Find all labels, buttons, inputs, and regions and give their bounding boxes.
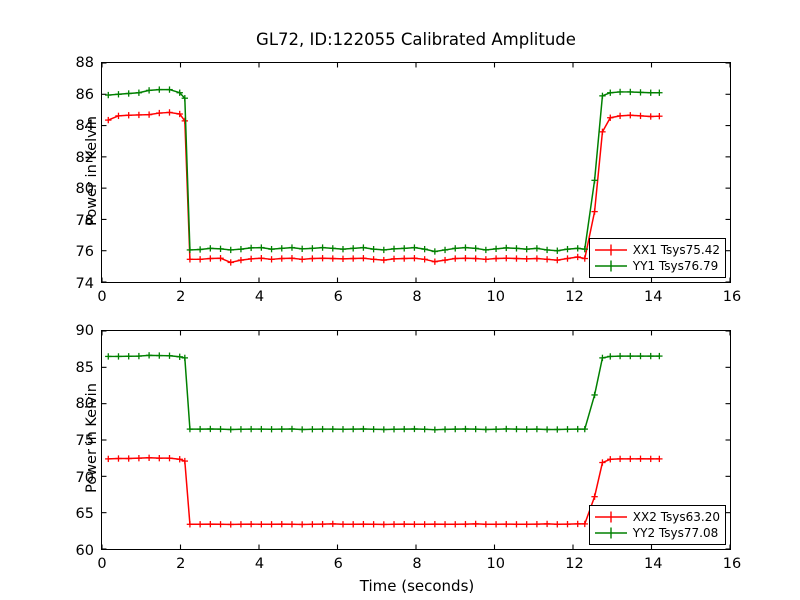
- legend-line-sample-yy1: [594, 260, 627, 272]
- x-tick-label: 12: [565, 556, 584, 572]
- y-tick-label: 74: [75, 275, 94, 292]
- x-tick-label: 0: [97, 556, 107, 572]
- x-axis-label: Time (seconds): [359, 577, 475, 595]
- x-tick-label: 4: [254, 289, 265, 305]
- top-plot-area: [101, 62, 731, 283]
- bottom-legend: XX2 Tsys63.20 YY2 Tsys77.08: [588, 505, 726, 545]
- top-subplot-axes: Power in Kelvin XX1 Tsys75.42 YY1 Tsys76…: [76, 56, 742, 304]
- y-tick-label: 78: [75, 212, 94, 229]
- x-tick-label: 6: [333, 556, 343, 572]
- x-tick-label: 8: [412, 556, 422, 572]
- x-tick-label: 14: [644, 289, 663, 305]
- y-tick-label: 85: [75, 359, 94, 376]
- y-tick-label: 90: [75, 322, 94, 339]
- legend-label-xx2: XX2 Tsys63.20: [632, 509, 720, 524]
- y-tick-label: 60: [75, 542, 94, 559]
- legend-item: XX1 Tsys75.42: [594, 242, 720, 258]
- y-tick-label: 65: [75, 506, 94, 523]
- y-tick-label: 75: [75, 432, 94, 449]
- legend-item: YY2 Tsys77.08: [594, 525, 720, 541]
- y-tick-label: 82: [75, 149, 94, 166]
- y-tick-label: 88: [75, 54, 94, 71]
- figure-title: GL72, ID:122055 Calibrated Amplitude: [256, 30, 576, 49]
- x-tick-label: 2: [176, 289, 186, 305]
- x-tick-label: 6: [333, 289, 343, 305]
- legend-line-sample-xx1: [594, 244, 627, 256]
- x-tick-label: 10: [486, 289, 505, 305]
- legend-item: XX2 Tsys63.20: [594, 509, 720, 525]
- x-tick-label: 10: [486, 556, 505, 572]
- y-tick-label: 80: [75, 396, 94, 413]
- legend-line-sample-yy2: [594, 527, 627, 539]
- x-tick-label: 8: [412, 289, 422, 305]
- x-tick-label: 14: [644, 556, 663, 572]
- y-tick-label: 76: [75, 244, 94, 261]
- legend-label-yy2: YY2 Tsys77.08: [632, 525, 719, 540]
- top-legend: XX1 Tsys75.42 YY1 Tsys76.79: [588, 238, 726, 278]
- legend-label-yy1: YY1 Tsys76.79: [632, 258, 719, 273]
- y-tick-label: 70: [75, 469, 94, 486]
- bottom-subplot-axes: Power in Kelvin XX2 Tsys63.20 YY2 Tsys77…: [76, 324, 742, 595]
- y-tick-label: 86: [75, 86, 94, 103]
- bottom-plot-area: [101, 330, 731, 550]
- x-tick-label: 2: [176, 556, 186, 572]
- legend-item: YY1 Tsys76.79: [594, 258, 720, 274]
- x-tick-label: 16: [722, 289, 742, 305]
- x-tick-label: 16: [722, 556, 742, 572]
- x-tick-label: 0: [97, 289, 107, 305]
- x-tick-label: 12: [565, 289, 584, 305]
- legend-label-xx1: XX1 Tsys75.42: [632, 242, 720, 257]
- x-tick-label: 4: [254, 556, 265, 572]
- y-tick-label: 84: [75, 117, 94, 134]
- legend-line-sample-xx2: [594, 511, 627, 523]
- y-tick-label: 80: [75, 181, 94, 198]
